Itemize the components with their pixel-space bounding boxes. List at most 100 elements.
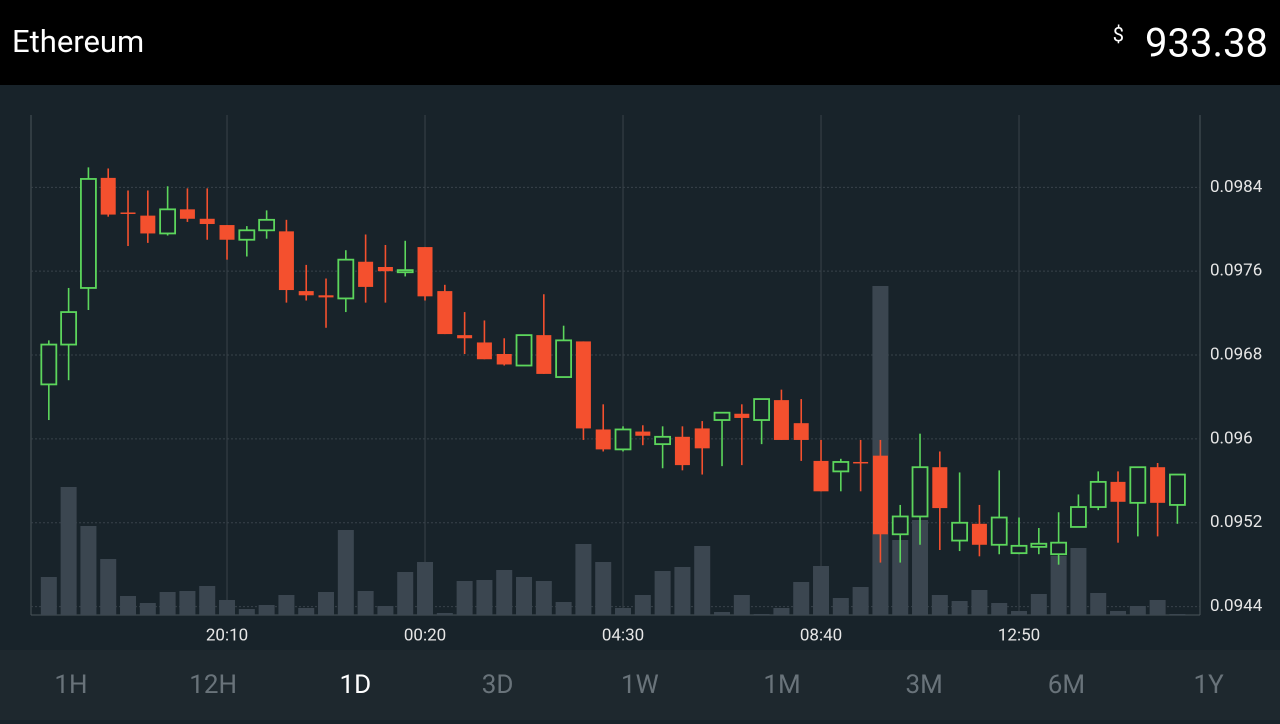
candle-body <box>1089 480 1107 508</box>
candle-body <box>318 295 334 298</box>
volume-bar <box>892 540 909 615</box>
candle-body <box>951 521 969 542</box>
volume-bar <box>496 570 513 615</box>
x-tick-label: 12:50 <box>998 625 1040 645</box>
candle-body <box>199 218 215 225</box>
volume-bar <box>298 608 315 615</box>
volume-bar <box>318 592 335 615</box>
volume-bar <box>139 603 156 615</box>
candle-body <box>496 353 512 365</box>
volume-bar <box>535 581 552 615</box>
candle-body <box>555 339 573 378</box>
volume-bar <box>476 580 493 615</box>
candle-body <box>457 335 473 339</box>
candle-body <box>238 229 256 241</box>
candle-body <box>298 291 314 296</box>
volume-bar <box>238 609 255 615</box>
volume-bar <box>951 601 968 615</box>
volume-bar <box>1110 611 1127 615</box>
volume-bar <box>773 608 790 615</box>
candle-body <box>358 261 374 287</box>
x-tick-label: 08:40 <box>800 625 842 645</box>
volume-bar <box>1169 614 1186 615</box>
volume-bar <box>813 566 830 615</box>
volume-bar <box>912 520 929 615</box>
candle-body <box>872 455 888 535</box>
volume-bar <box>634 595 651 615</box>
volume-bar <box>120 596 137 615</box>
time-range-tab[interactable]: 12H <box>189 670 237 700</box>
candle-body <box>753 398 771 421</box>
candle-body <box>713 411 731 421</box>
candle-body <box>891 515 909 536</box>
volume-bar <box>179 591 196 615</box>
volume-bar <box>60 487 77 615</box>
volume-bar <box>219 600 236 615</box>
volume-bar <box>40 577 57 615</box>
tab-bar <box>0 650 1280 720</box>
volume-bar <box>1149 600 1166 615</box>
time-range-tab[interactable]: 3D <box>482 670 514 700</box>
volume-bar <box>1030 594 1047 615</box>
volume-bar <box>991 603 1008 615</box>
candle-body <box>1010 544 1028 555</box>
time-range-tab[interactable]: 1H <box>54 670 87 700</box>
candle-body <box>773 400 789 440</box>
time-range-tab[interactable]: 6M <box>1048 670 1085 700</box>
volume-bar <box>516 577 533 615</box>
volume-bar <box>456 581 473 615</box>
volume-bar <box>852 587 869 615</box>
volume-bar <box>694 546 711 615</box>
candle-body <box>278 231 294 291</box>
volume-bar <box>258 605 275 615</box>
candle-body <box>100 177 116 215</box>
volume-bar <box>971 590 988 615</box>
volume-bar <box>714 612 731 615</box>
y-tick-label: 0.0976 <box>1210 261 1262 281</box>
candle-body <box>536 335 552 374</box>
candle-body <box>832 461 850 473</box>
candle-body <box>219 225 235 240</box>
volume-bar <box>337 530 354 615</box>
candle-body <box>932 467 948 509</box>
candle-body <box>437 291 453 335</box>
volume-bar <box>397 572 414 615</box>
volume-bar <box>377 606 394 615</box>
candle-body <box>60 311 78 346</box>
candle-body <box>911 466 929 518</box>
volume-bar <box>575 544 592 615</box>
candle-body <box>654 435 672 446</box>
y-tick-label: 0.0984 <box>1210 177 1263 197</box>
candle-body <box>417 247 433 297</box>
volume-bar <box>199 586 216 615</box>
candle-body <box>140 215 156 234</box>
x-tick-label: 04:30 <box>602 625 644 645</box>
time-range-tab[interactable]: 1D <box>340 670 372 700</box>
candle-body <box>377 266 393 272</box>
volume-bar <box>615 608 632 615</box>
candle-body <box>1129 466 1147 504</box>
volume-bar <box>100 559 117 615</box>
volume-bar <box>832 598 849 615</box>
time-range-tab[interactable]: 1M <box>763 670 800 700</box>
candle-body <box>614 428 632 451</box>
candle-body <box>575 341 591 429</box>
time-range-tab[interactable]: 3M <box>906 670 943 700</box>
candle-body <box>515 334 533 367</box>
y-tick-label: 0.0968 <box>1210 345 1262 365</box>
x-tick-label: 00:20 <box>404 625 446 645</box>
candle-body <box>120 212 136 214</box>
candle-body <box>853 461 869 464</box>
volume-bar <box>595 562 612 615</box>
y-tick-label: 0.096 <box>1210 428 1253 448</box>
y-tick-label: 0.0944 <box>1210 596 1263 616</box>
time-range-tab[interactable]: 1Y <box>1193 670 1224 700</box>
header-bar <box>0 0 1280 85</box>
volume-bar <box>1050 556 1067 615</box>
volume-bar <box>555 602 572 615</box>
volume-bar <box>674 567 691 615</box>
candle-body <box>476 342 492 360</box>
time-range-tab[interactable]: 1W <box>621 670 659 700</box>
